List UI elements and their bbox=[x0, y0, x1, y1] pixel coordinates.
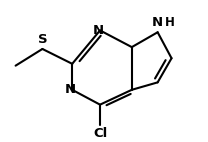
Text: H: H bbox=[165, 16, 175, 29]
Text: S: S bbox=[38, 33, 47, 46]
Text: N: N bbox=[152, 16, 163, 29]
Text: N: N bbox=[65, 83, 76, 96]
Text: N: N bbox=[93, 24, 104, 37]
Text: Cl: Cl bbox=[93, 127, 107, 140]
